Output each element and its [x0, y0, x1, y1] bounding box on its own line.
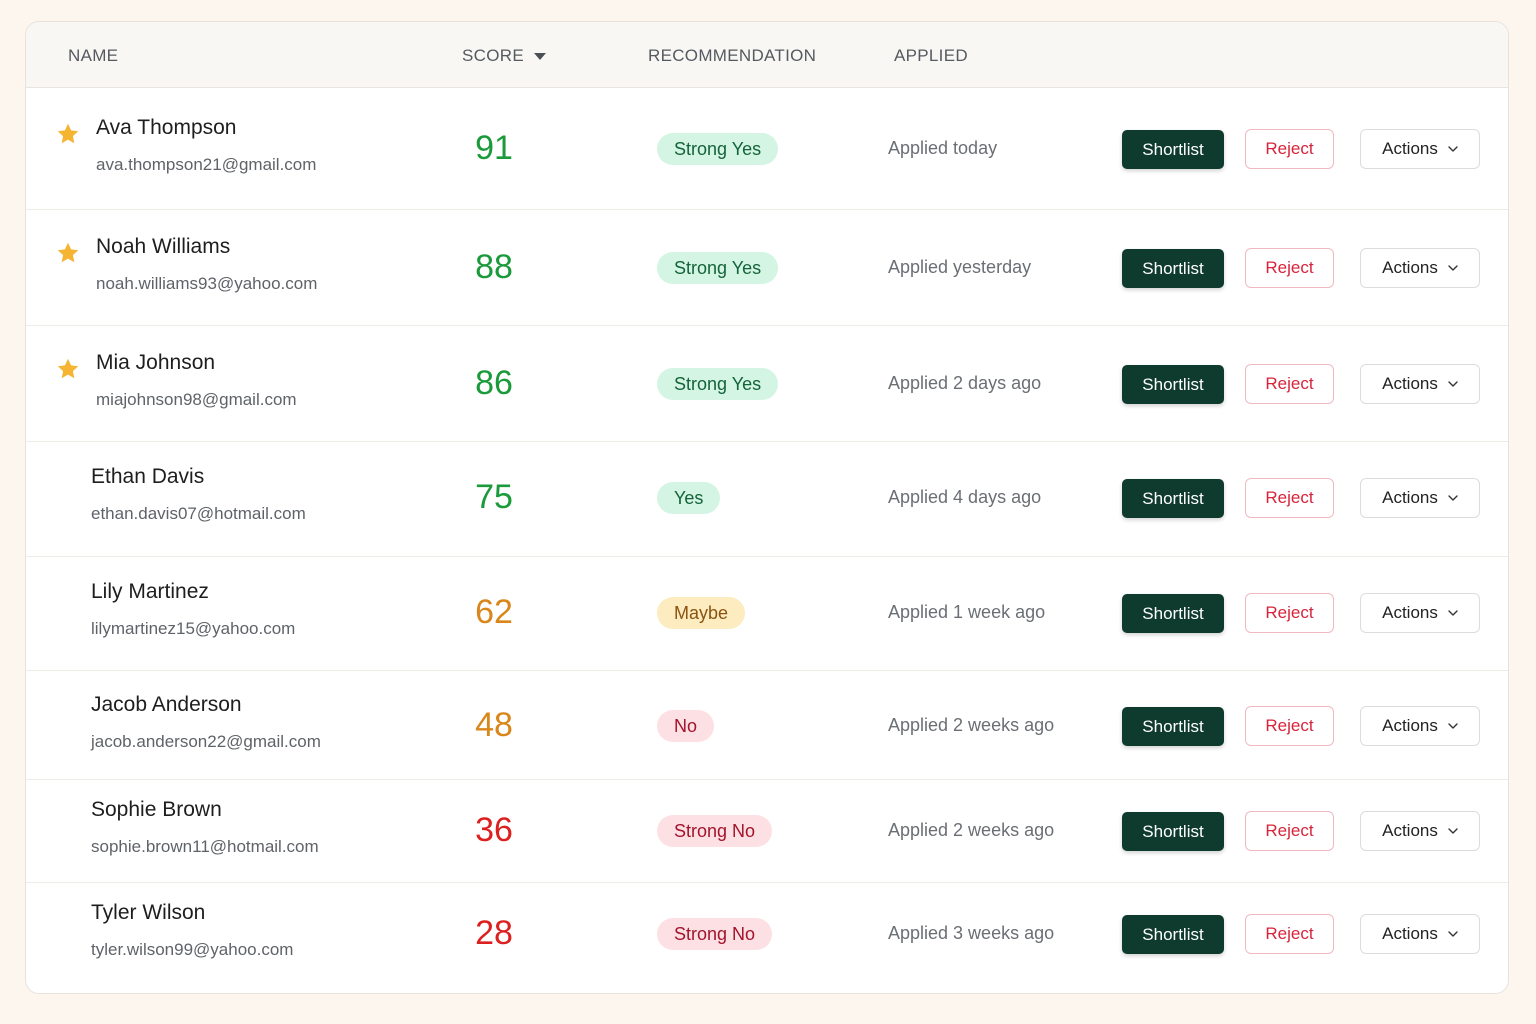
reject-button[interactable]: Reject — [1245, 811, 1334, 851]
column-header-applied[interactable]: APPLIED — [894, 46, 968, 65]
actions-label: Actions — [1382, 139, 1438, 158]
candidate-email: tyler.wilson99@yahoo.com — [91, 940, 294, 959]
reject-button[interactable]: Reject — [1245, 364, 1334, 404]
shortlist-button[interactable]: Shortlist — [1122, 915, 1224, 954]
reject-button[interactable]: Reject — [1245, 914, 1334, 954]
reject-button[interactable]: Reject — [1245, 248, 1334, 288]
actions-label: Actions — [1382, 374, 1438, 393]
reject-button[interactable]: Reject — [1245, 478, 1334, 518]
score-value: 91 — [475, 129, 513, 167]
candidate-name[interactable]: Ava Thompson — [96, 116, 237, 139]
chevron-down-icon — [1448, 381, 1458, 387]
star-icon[interactable] — [56, 241, 80, 265]
table-header: NAME SCORE RECOMMENDATION APPLIED — [26, 22, 1508, 88]
actions-dropdown[interactable]: Actions — [1360, 478, 1480, 518]
candidate-email: jacob.anderson22@gmail.com — [91, 732, 321, 751]
recommendation-badge: Strong No — [657, 815, 773, 847]
star-icon[interactable] — [56, 357, 80, 381]
applied-date: Applied yesterday — [888, 257, 1032, 277]
table-row: Ethan Davis ethan.davis07@hotmail.com 75 Ye… — [26, 441, 1508, 557]
actions-label: Actions — [1382, 488, 1438, 507]
shortlist-button[interactable]: Shortlist — [1122, 479, 1224, 518]
recommendation-badge: Strong Yes — [657, 133, 779, 165]
star-icon[interactable] — [56, 122, 80, 146]
column-header-score[interactable]: SCORE — [462, 46, 546, 66]
actions-dropdown[interactable]: Actions — [1360, 248, 1480, 288]
candidate-name[interactable]: Ethan Davis — [91, 465, 205, 488]
candidates-table: NAME SCORE RECOMMENDATION APPLIED Ava Th… — [25, 21, 1509, 994]
chevron-down-icon — [1448, 610, 1458, 616]
column-header-recommendation[interactable]: RECOMMENDATION — [648, 46, 817, 65]
applied-date: Applied today — [888, 138, 998, 158]
chevron-down-icon — [1448, 265, 1458, 271]
score-value: 86 — [475, 364, 513, 402]
actions-label: Actions — [1382, 603, 1438, 622]
score-value: 88 — [475, 248, 513, 286]
recommendation-badge: Strong Yes — [657, 252, 779, 284]
table-row: Noah Williams noah.williams93@yahoo.com 88… — [26, 209, 1508, 326]
caret-down-icon — [533, 52, 546, 60]
actions-label: Actions — [1382, 716, 1438, 735]
candidate-name[interactable]: Sophie Brown — [91, 798, 222, 821]
actions-dropdown[interactable]: Actions — [1360, 364, 1480, 404]
candidate-email: miajohnson98@gmail.com — [96, 390, 297, 409]
candidate-email: lilymartinez15@yahoo.com — [91, 619, 296, 638]
actions-dropdown[interactable]: Actions — [1360, 593, 1480, 633]
score-value: 75 — [475, 478, 513, 516]
candidate-name[interactable]: Noah Williams — [96, 235, 231, 258]
score-value: 28 — [475, 914, 513, 952]
applied-date: Applied 4 days ago — [888, 487, 1042, 507]
table-row: Lily Martinez lilymartinez15@yahoo.com 62 M… — [26, 556, 1508, 671]
shortlist-button[interactable]: Shortlist — [1122, 707, 1224, 746]
table-row: Ava Thompson ava.thompson21@gmail.com 91 St… — [26, 87, 1508, 210]
candidate-name[interactable]: Jacob Anderson — [91, 693, 242, 716]
table-row: Tyler Wilson tyler.wilson99@yahoo.com 28 St… — [26, 882, 1508, 993]
applied-date: Applied 2 weeks ago — [888, 820, 1055, 840]
candidate-email: noah.williams93@yahoo.com — [96, 274, 318, 293]
candidate-name[interactable]: Tyler Wilson — [91, 901, 206, 924]
column-header-name[interactable]: NAME — [68, 46, 119, 65]
chevron-down-icon — [1448, 723, 1458, 729]
applied-date: Applied 3 weeks ago — [888, 923, 1055, 943]
actions-label: Actions — [1382, 258, 1438, 277]
candidate-email: ava.thompson21@gmail.com — [96, 155, 317, 174]
recommendation-badge: Strong No — [657, 918, 773, 950]
score-value: 36 — [475, 811, 513, 849]
chevron-down-icon — [1448, 495, 1458, 501]
actions-dropdown[interactable]: Actions — [1360, 129, 1480, 169]
applied-date: Applied 2 days ago — [888, 373, 1042, 393]
shortlist-button[interactable]: Shortlist — [1122, 594, 1224, 633]
score-value: 48 — [475, 706, 513, 744]
shortlist-button[interactable]: Shortlist — [1122, 130, 1224, 169]
applied-date: Applied 1 week ago — [888, 602, 1046, 622]
reject-button[interactable]: Reject — [1245, 593, 1334, 633]
shortlist-button[interactable]: Shortlist — [1122, 812, 1224, 851]
table-row: Sophie Brown sophie.brown11@hotmail.com 36… — [26, 779, 1508, 883]
actions-dropdown[interactable]: Actions — [1360, 811, 1480, 851]
reject-button[interactable]: Reject — [1245, 129, 1334, 169]
recommendation-badge: Yes — [657, 482, 721, 514]
shortlist-button[interactable]: Shortlist — [1122, 249, 1224, 288]
table-row: Mia Johnson miajohnson98@gmail.com 86 Stron… — [26, 325, 1508, 442]
recommendation-badge: Strong Yes — [657, 368, 779, 400]
chevron-down-icon — [1448, 146, 1458, 152]
column-header-score-label: SCORE — [462, 46, 524, 65]
chevron-down-icon — [1448, 828, 1458, 834]
actions-dropdown[interactable]: Actions — [1360, 914, 1480, 954]
table-row: Jacob Anderson jacob.anderson22@gmail.com… — [26, 670, 1508, 780]
chevron-down-icon — [1448, 931, 1458, 937]
actions-label: Actions — [1382, 924, 1438, 943]
reject-button[interactable]: Reject — [1245, 706, 1334, 746]
actions-label: Actions — [1382, 821, 1438, 840]
score-value: 62 — [475, 593, 513, 631]
candidate-name[interactable]: Lily Martinez — [91, 580, 209, 603]
actions-dropdown[interactable]: Actions — [1360, 706, 1480, 746]
candidate-name[interactable]: Mia Johnson — [96, 351, 216, 374]
recommendation-badge: Maybe — [657, 597, 746, 629]
candidate-email: sophie.brown11@hotmail.com — [91, 837, 319, 856]
candidate-email: ethan.davis07@hotmail.com — [91, 504, 306, 523]
applied-date: Applied 2 weeks ago — [888, 715, 1055, 735]
shortlist-button[interactable]: Shortlist — [1122, 365, 1224, 404]
recommendation-badge: No — [657, 710, 715, 742]
